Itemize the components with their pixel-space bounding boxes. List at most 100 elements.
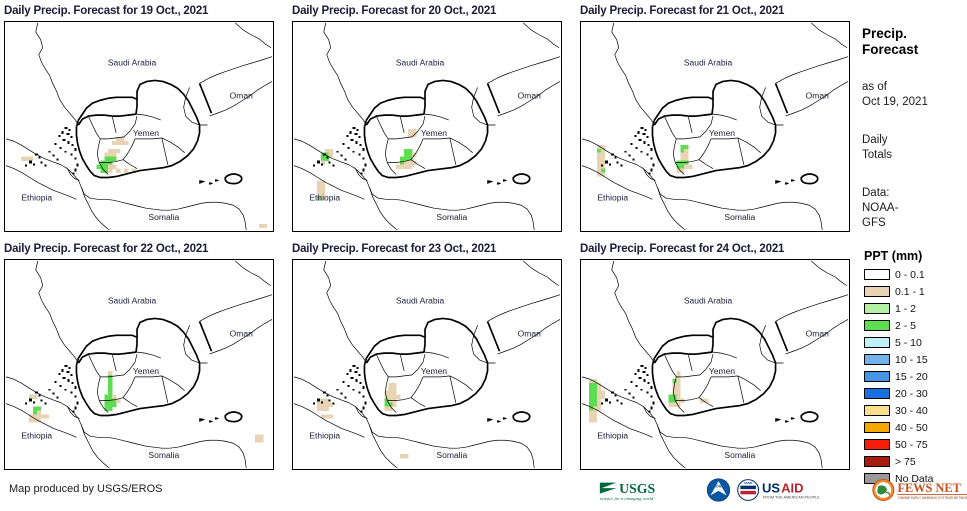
country-label-yemen: Yemen [421,366,447,376]
legend-label: 40 - 50 [895,421,928,434]
map-frame[interactable]: Saudi Arabia Oman Yemen Ethiopia Somalia [580,259,850,470]
legend-row[interactable]: 5 - 10 [864,334,967,351]
svg-text:FAMINE EARLY WARNING SYSTEMS N: FAMINE EARLY WARNING SYSTEMS NETWORK [898,496,967,500]
country-labels: Saudi Arabia Oman Yemen Ethiopia Somalia [597,58,829,223]
legend-row[interactable]: 1 - 2 [864,300,967,317]
country-label-ethiopia: Ethiopia [309,192,340,202]
country-label-oman: Oman [230,328,253,338]
usgs-logo: USGS science for a changing world [599,481,655,501]
map-frame[interactable]: Saudi Arabia Oman Yemen Ethiopia Somalia [580,21,850,232]
legend-label: No Data [895,472,934,485]
country-labels: Saudi Arabia Oman Yemen Ethiopia Somalia [309,58,541,223]
totals-line2: Totals [862,149,893,161]
panel-title: Daily Precip. Forecast for 20 Oct., 2021 [292,5,497,17]
country-label-somalia: Somalia [724,450,755,460]
precip-map[interactable]: Saudi Arabia Oman Yemen Ethiopia Somalia [5,260,273,469]
legend-label: 0 - 0.1 [895,268,925,281]
sidebar-title-line2: Forecast [862,42,919,57]
country-label-oman: Oman [230,90,253,100]
country-label-saudi-arabia: Saudi Arabia [396,296,445,306]
legend-swatch [864,354,890,365]
coastal-islands [24,364,79,413]
svg-text:FROM THE AMERICAN PEOPLE: FROM THE AMERICAN PEOPLE [763,496,820,500]
forecast-panel[interactable]: Daily Precip. Forecast for 23 Oct., 2021… [288,241,568,473]
legend-label: 5 - 10 [895,336,922,349]
admin-boundaries [581,260,849,469]
legend-row[interactable]: 40 - 50 [864,419,967,436]
country-label-yemen: Yemen [133,366,159,376]
national-borders [651,317,819,423]
national-borders [75,79,243,185]
country-label-somalia: Somalia [148,212,179,222]
legend-swatch [864,405,890,416]
legend-row[interactable]: 2 - 5 [864,317,967,334]
legend-label: 1 - 2 [895,302,917,315]
country-label-somalia: Somalia [724,212,755,222]
panel-title: Daily Precip. Forecast for 24 Oct., 2021 [580,243,785,255]
svg-text:FEWS NET: FEWS NET [897,481,961,495]
legend-row[interactable]: 0 - 0.1 [864,266,967,283]
legend-label: 0.1 - 1 [895,285,925,298]
country-label-ethiopia: Ethiopia [597,430,628,440]
forecast-panel[interactable]: Daily Precip. Forecast for 20 Oct., 2021… [288,3,568,235]
precip-map[interactable]: Saudi Arabia Oman Yemen Ethiopia Somalia [5,22,273,231]
legend-swatch [864,388,890,399]
forecast-panel[interactable]: Daily Precip. Forecast for 21 Oct., 2021… [576,3,856,235]
country-label-yemen: Yemen [421,128,447,138]
svg-text:AID: AID [781,481,803,496]
sidebar-title: Precip. Forecast [862,26,967,58]
as-of-block: as of Oct 19, 2021 [862,80,967,110]
legend-row[interactable]: 20 - 30 [864,385,967,402]
coastal-islands [312,126,367,175]
precip-raster [588,370,709,423]
noaa-logo: NOAA [706,478,731,502]
admin-boundaries [293,22,561,231]
national-borders [651,79,819,185]
legend-row[interactable]: 50 - 75 [864,436,967,453]
country-label-oman: Oman [518,90,541,100]
legend-row[interactable]: 10 - 15 [864,351,967,368]
as-of-label: as of [862,81,887,93]
map-frame[interactable]: Saudi Arabia Oman Yemen Ethiopia Somalia [4,259,274,470]
legend-swatch [864,456,890,467]
forecast-panel[interactable]: Daily Precip. Forecast for 24 Oct., 2021… [576,241,856,473]
forecast-panel[interactable]: Daily Precip. Forecast for 22 Oct., 2021… [0,241,280,473]
map-frame[interactable]: Saudi Arabia Oman Yemen Ethiopia Somalia [4,21,274,232]
legend-swatch [864,371,890,382]
precip-map[interactable]: Saudi Arabia Oman Yemen Ethiopia Somalia [581,22,849,231]
country-label-ethiopia: Ethiopia [597,192,628,202]
legend-swatch [864,337,890,348]
panel-title: Daily Precip. Forecast for 23 Oct., 2021 [292,243,497,255]
legend-row[interactable]: 30 - 40 [864,402,967,419]
precip-map[interactable]: Saudi Arabia Oman Yemen Ethiopia Somalia [293,260,561,469]
data-source-label: Data: [862,187,890,199]
admin-boundaries [5,22,273,231]
admin-boundaries [581,22,849,231]
legend-row[interactable]: > 75 [864,453,967,470]
totals-line1: Daily [862,134,888,146]
map-frame[interactable]: Saudi Arabia Oman Yemen Ethiopia Somalia [292,21,562,232]
precip-map[interactable]: Saudi Arabia Oman Yemen Ethiopia Somalia [293,22,561,231]
country-label-oman: Oman [806,328,829,338]
national-borders [363,79,531,185]
legend-row[interactable]: 15 - 20 [864,368,967,385]
country-label-saudi-arabia: Saudi Arabia [108,296,157,306]
data-source-block: Data: NOAA- GFS [862,186,967,231]
legend-swatch [864,286,890,297]
country-label-ethiopia: Ethiopia [21,430,52,440]
precip-map[interactable]: Saudi Arabia Oman Yemen Ethiopia Somalia [581,260,849,469]
legend-swatch [864,303,890,314]
map-frame[interactable]: Saudi Arabia Oman Yemen Ethiopia Somalia [292,259,562,470]
data-source-line3: GFS [862,217,886,229]
legend-label: 30 - 40 [895,404,928,417]
map-credit: Map produced by USGS/EROS [9,483,163,495]
country-label-ethiopia: Ethiopia [309,430,340,440]
precip-raster [28,370,264,443]
country-label-oman: Oman [518,328,541,338]
country-label-saudi-arabia: Saudi Arabia [108,58,157,68]
svg-text:science for a changing world: science for a changing world [600,496,654,501]
forecast-panel[interactable]: Daily Precip. Forecast for 19 Oct., 2021… [0,3,280,235]
svg-text:USGS: USGS [619,481,655,496]
legend-swatch [864,320,890,331]
legend-row[interactable]: 0.1 - 1 [864,283,967,300]
